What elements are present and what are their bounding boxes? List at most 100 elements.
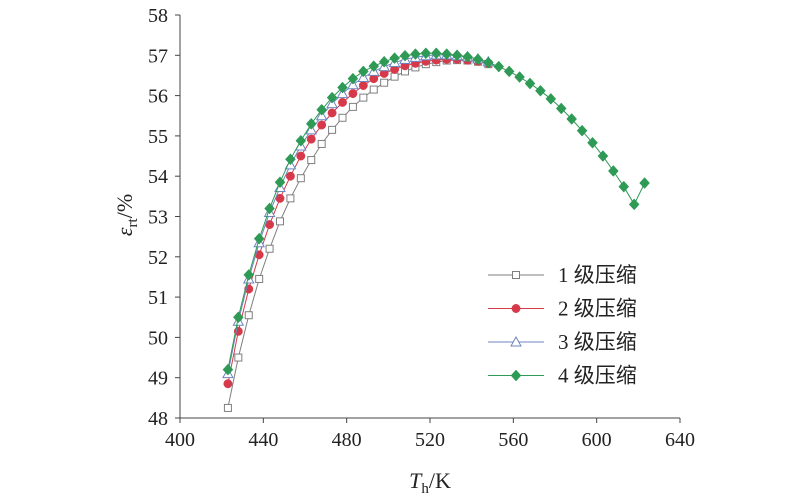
data-point	[368, 60, 380, 73]
x-tick-label: 600	[582, 429, 612, 451]
data-point	[472, 53, 484, 66]
data-point	[316, 103, 328, 116]
legend-item: 3 级压缩	[488, 330, 637, 354]
data-point	[222, 363, 234, 376]
data-point	[482, 56, 494, 69]
data-point	[348, 102, 357, 111]
data-point	[535, 84, 546, 97]
legend-label: 1 级压缩	[558, 263, 637, 287]
legend: 1 级压缩 2 级压缩 3 级压缩 4 级压缩	[488, 263, 637, 388]
data-point	[317, 139, 326, 148]
legend-marker	[512, 271, 520, 279]
data-point	[306, 134, 316, 144]
legend-marker	[511, 304, 521, 313]
data-point	[639, 177, 650, 189]
data-point	[390, 72, 399, 81]
axis-labels: Th/K εrt/%	[112, 194, 451, 497]
x-tick-label: 560	[498, 429, 528, 451]
data-point	[296, 151, 306, 161]
data-point	[399, 49, 411, 62]
data-point	[555, 102, 567, 115]
data-point	[285, 171, 295, 181]
data-point	[607, 165, 619, 177]
y-tick-label: 54	[148, 166, 168, 188]
x-axis-label-unit: /K	[429, 468, 451, 493]
y-tick-label: 55	[148, 126, 168, 148]
data-point	[255, 274, 264, 283]
y-axis-label-unit: /%	[112, 194, 137, 218]
x-axis-label-sub: h	[421, 481, 429, 497]
series-4	[222, 47, 650, 376]
y-tick-label: 50	[148, 327, 168, 349]
legend-marker	[510, 369, 522, 382]
data-point	[493, 60, 505, 73]
data-point	[618, 180, 630, 193]
data-point	[338, 113, 347, 122]
data-point	[244, 311, 253, 320]
y-tick-label: 48	[148, 408, 168, 430]
x-tick-label: 440	[248, 429, 278, 451]
data-point	[358, 81, 368, 90]
data-point	[286, 194, 295, 203]
y-tick-label: 51	[148, 287, 168, 309]
data-point	[597, 150, 609, 162]
data-point	[347, 72, 359, 85]
data-point	[576, 124, 588, 137]
data-point	[253, 232, 265, 245]
data-point	[338, 98, 347, 107]
y-tick-label: 49	[148, 368, 168, 390]
y-tick-label: 56	[148, 86, 168, 108]
data-point	[276, 217, 284, 226]
data-point	[305, 117, 317, 130]
data-point	[420, 47, 432, 60]
series-1	[223, 56, 493, 412]
data-point	[357, 65, 369, 78]
legend-item: 2 级压缩	[488, 297, 637, 321]
data-point	[264, 202, 275, 215]
data-point	[337, 81, 348, 94]
series-layer	[222, 47, 650, 412]
y-axis-label-main: ε	[112, 227, 137, 236]
y-tick-label: 53	[148, 207, 168, 229]
series-line	[227, 59, 489, 409]
data-point	[223, 379, 233, 389]
data-point	[223, 403, 232, 412]
legend-label: 2 级压缩	[558, 297, 637, 321]
legend-item: 4 级压缩	[488, 364, 637, 388]
legend-label: 4 级压缩	[558, 364, 637, 388]
legend-marker	[510, 335, 522, 347]
data-point	[232, 311, 244, 324]
data-point	[285, 153, 296, 166]
data-point	[380, 78, 389, 87]
x-tick-label: 400	[165, 429, 195, 451]
series-2	[223, 54, 493, 389]
y-axis-label-sub: rt	[125, 217, 141, 227]
data-point	[628, 198, 640, 211]
data-point	[369, 85, 378, 94]
axes: 400 440 480 520 560 600 640 48 49 50 51 52 53 54 55 56 5…	[148, 5, 695, 451]
data-point	[503, 65, 515, 78]
y-tick-label: 58	[148, 5, 168, 27]
data-point	[348, 89, 358, 99]
data-point	[566, 113, 578, 125]
data-point	[317, 120, 327, 130]
series-3	[222, 48, 495, 379]
data-point	[295, 134, 307, 147]
data-point	[430, 47, 442, 60]
x-tick-label: 520	[415, 429, 445, 451]
x-axis-label-main: T	[409, 468, 423, 493]
data-point	[265, 244, 274, 253]
data-point	[524, 77, 536, 90]
data-point	[587, 136, 598, 149]
data-point	[451, 49, 463, 62]
y-tick-label: 52	[148, 247, 168, 269]
data-point	[274, 176, 286, 189]
data-point	[410, 48, 421, 60]
data-point	[545, 92, 557, 105]
legend-item: 1 级压缩	[488, 263, 637, 287]
data-point	[441, 48, 453, 60]
series-line	[227, 52, 646, 370]
data-point	[462, 51, 473, 63]
data-point	[307, 156, 316, 165]
